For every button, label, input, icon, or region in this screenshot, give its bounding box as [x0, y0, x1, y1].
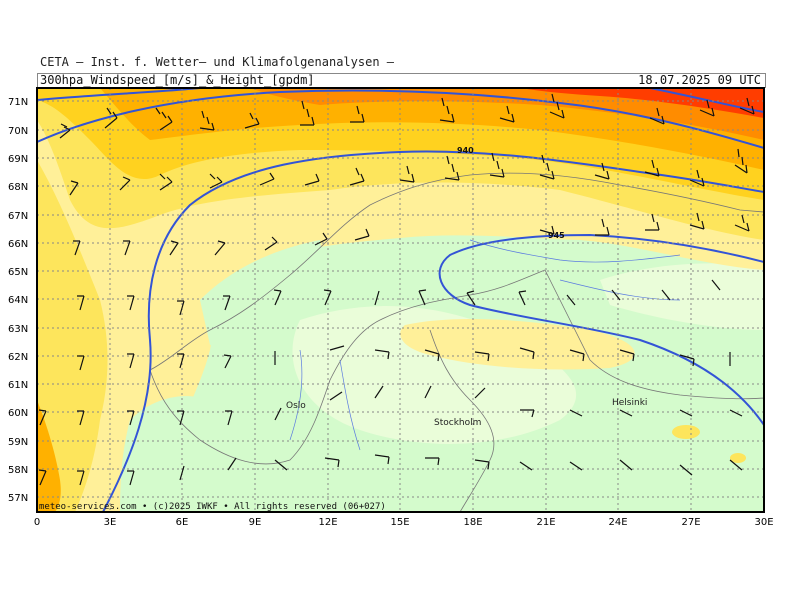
- lat-tick: 58N: [8, 465, 28, 476]
- city-label-oslo: Oslo: [286, 401, 306, 411]
- lat-tick: 70N: [8, 126, 28, 137]
- lat-tick: 68N: [8, 182, 28, 193]
- height-contour-940: [102, 150, 764, 512]
- city-label-stockholm: Stockholm: [434, 418, 481, 428]
- lon-tick: 24E: [608, 517, 627, 528]
- map-frame: [36, 87, 765, 513]
- copyright-credit: meteo-services.com • (c)2025 IWKF • All …: [39, 502, 386, 512]
- lat-lon-grid: [37, 88, 764, 512]
- lat-tick: 57N: [8, 493, 28, 504]
- lat-tick: 71N: [8, 97, 28, 108]
- lon-tick: 6E: [176, 517, 189, 528]
- lon-tick: 15E: [390, 517, 409, 528]
- agency-title: CETA – Inst. f. Wetter– und Klimafolgena…: [40, 55, 395, 69]
- wind-barbs: [38, 93, 755, 486]
- lat-tick: 60N: [8, 408, 28, 419]
- lon-tick: 9E: [249, 517, 262, 528]
- lon-tick: 18E: [463, 517, 482, 528]
- lon-tick: 3E: [104, 517, 117, 528]
- product-title: 300hpa_Windspeed_[m/s]_&_Height_[gpdm]: [40, 73, 315, 87]
- lon-tick: 27E: [681, 517, 700, 528]
- contour-label-945: 945: [548, 231, 565, 240]
- lon-tick: 0: [34, 517, 40, 528]
- lat-tick: 67N: [8, 211, 28, 222]
- latitude-axis: 71N 70N 69N 68N 67N 66N 65N 64N 63N 62N …: [8, 97, 28, 504]
- contour-label-940: 940: [457, 146, 474, 155]
- lon-tick: 12E: [318, 517, 337, 528]
- valid-time: 18.07.2025 09 UTC: [638, 73, 761, 87]
- lon-tick: 30E: [754, 517, 773, 528]
- lat-tick: 59N: [8, 437, 28, 448]
- lat-tick: 65N: [8, 267, 28, 278]
- longitude-axis: 0 3E 6E 9E 12E 15E 18E 21E 24E 27E 30E: [34, 517, 774, 528]
- lat-tick: 61N: [8, 380, 28, 391]
- wind-zone-red: [520, 88, 764, 118]
- lat-tick: 69N: [8, 154, 28, 165]
- lon-tick: 21E: [536, 517, 555, 528]
- city-label-helsinki: Helsinki: [612, 398, 647, 408]
- lat-tick: 66N: [8, 239, 28, 250]
- lat-tick: 63N: [8, 324, 28, 335]
- lat-tick: 62N: [8, 352, 28, 363]
- height-contour-945: [438, 233, 764, 426]
- height-contour-upper: [37, 89, 764, 149]
- lat-tick: 64N: [8, 295, 28, 306]
